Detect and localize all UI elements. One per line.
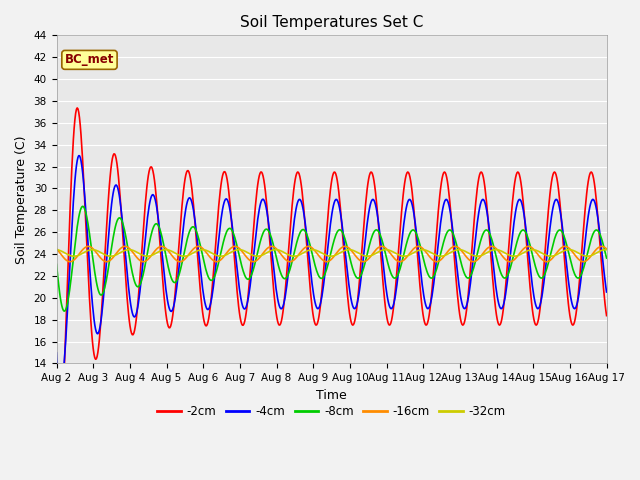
-16cm [204,252,212,258]
-32cm [52,247,60,252]
-2cm [603,313,611,319]
-32cm [175,252,183,258]
-32cm [204,248,212,254]
-8cm [121,228,129,233]
-4cm [205,304,213,310]
-8cm [63,301,71,307]
-8cm [205,276,213,282]
-4cm [56,382,64,388]
-2cm [55,443,63,448]
-32cm [63,251,70,257]
-4cm [75,153,83,158]
-16cm [175,259,183,264]
-8cm [177,267,184,273]
-32cm [119,248,127,254]
-16cm [52,246,60,252]
Legend: -2cm, -4cm, -8cm, -16cm, -32cm: -2cm, -4cm, -8cm, -16cm, -32cm [152,401,511,423]
-4cm [400,221,408,227]
-8cm [60,308,68,314]
Line: -4cm: -4cm [56,156,607,385]
-4cm [52,350,60,356]
-4cm [177,251,184,256]
-2cm [400,186,408,192]
-4cm [121,242,129,248]
-2cm [416,282,424,288]
-16cm [119,244,127,250]
Line: -8cm: -8cm [56,206,607,311]
-16cm [378,243,385,249]
Title: Soil Temperatures Set C: Soil Temperatures Set C [240,15,423,30]
-32cm [565,247,573,252]
-2cm [52,428,60,433]
-4cm [603,289,611,295]
Text: BC_met: BC_met [65,53,114,66]
-16cm [63,257,70,263]
-16cm [603,246,611,252]
Line: -16cm: -16cm [56,246,607,262]
-16cm [400,257,408,263]
X-axis label: Time: Time [316,389,347,402]
-8cm [416,242,424,248]
Y-axis label: Soil Temperature (C): Soil Temperature (C) [15,135,28,264]
-8cm [52,262,60,267]
-4cm [63,312,71,317]
-2cm [121,261,129,266]
-2cm [177,222,184,228]
-32cm [584,253,591,259]
-2cm [205,310,213,316]
-2cm [63,285,71,291]
-2cm [74,105,81,111]
Line: -32cm: -32cm [56,250,607,256]
-16cm [360,259,367,264]
-16cm [416,244,424,250]
-8cm [603,255,611,261]
-32cm [603,247,611,252]
-32cm [399,253,406,259]
-4cm [416,262,424,268]
-32cm [415,248,422,253]
-8cm [79,204,86,209]
Line: -2cm: -2cm [56,108,607,445]
-8cm [400,252,408,257]
